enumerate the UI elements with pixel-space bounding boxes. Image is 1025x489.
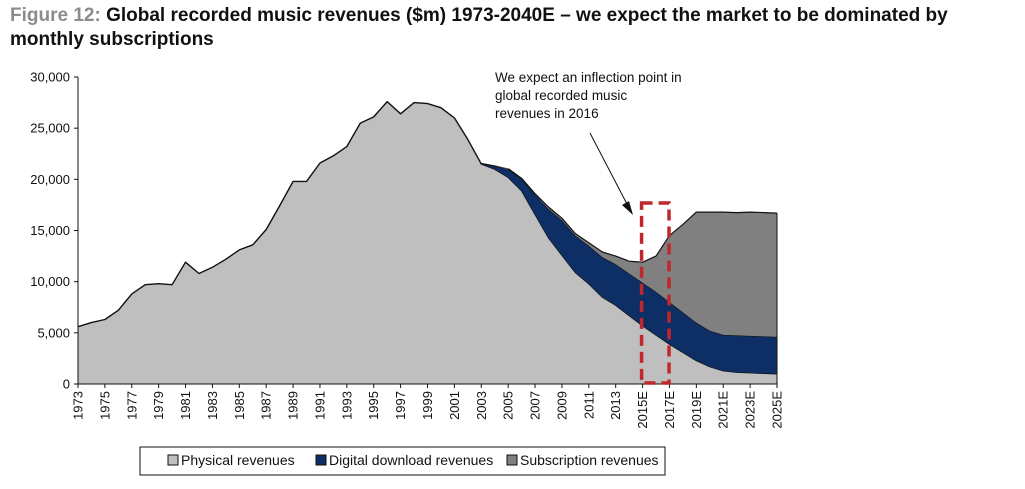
overlay: We expect an inflection point in global r… <box>495 70 682 385</box>
x-tick-label: 2019E <box>689 391 704 429</box>
subscription-area <box>78 101 777 337</box>
x-tick-label: 1987 <box>259 391 274 420</box>
y-tick-label: 10,000 <box>30 274 70 289</box>
x-tick-label: 2009 <box>554 391 569 420</box>
annotation-arrow-line <box>589 132 629 207</box>
y-tick-label: 15,000 <box>30 223 70 238</box>
x-tick-label: 1991 <box>312 391 327 420</box>
x-tick-label: 2005 <box>501 391 516 420</box>
legend-box <box>139 446 666 476</box>
physical-line <box>77 100 778 375</box>
x-tick-label: 1973 <box>71 391 86 420</box>
digital-download-legend-swatch <box>315 454 327 466</box>
x-tick-label: 2017E <box>662 391 677 429</box>
x-tick-label: 1975 <box>97 391 112 420</box>
y-tick-label: 25,000 <box>30 121 70 136</box>
x-tick-label: 2021E <box>716 391 731 429</box>
digital-download-legend-label: Digital download revenues <box>329 452 493 468</box>
x-tick-label: 2001 <box>447 391 462 420</box>
annotation-line: We expect an inflection point in <box>495 70 682 85</box>
digital-download-area <box>78 101 777 374</box>
x-tick-label: 2025E <box>770 391 785 429</box>
axes: 0 5,000 10,000 15,000 20,000 25,000 30,000 1973… <box>30 70 784 429</box>
chart-title: Figure 12: Global recorded music revenue… <box>10 4 1020 52</box>
physical-legend-label: Physical revenues <box>181 452 295 468</box>
x-tick-label: 2011 <box>581 391 596 419</box>
subscription-line <box>507 168 778 263</box>
x-tick-label: 1985 <box>232 391 247 420</box>
x-tick-label: 1999 <box>420 391 435 420</box>
title-text: Global recorded music revenues ($m) 1973… <box>10 5 948 50</box>
x-tick-label: 1995 <box>366 391 381 420</box>
x-tick-label: 1983 <box>205 391 220 420</box>
x-tick-label: 1989 <box>286 391 301 420</box>
subscription-legend-swatch <box>506 454 518 466</box>
y-tick-label: 5,000 <box>37 325 70 340</box>
x-tick-label: 2013 <box>608 391 623 420</box>
x-tick-label: 2023E <box>743 391 758 429</box>
x-tick-label: 1993 <box>339 391 354 420</box>
x-tick-label: 2003 <box>474 391 489 420</box>
x-tick-label: 2015E <box>635 391 650 429</box>
x-tick-label: 1981 <box>178 391 193 420</box>
physical-area <box>78 101 777 384</box>
annotation-arrow-head <box>622 201 633 215</box>
y-tick-label: 0 <box>63 377 70 392</box>
inflection-highlight-box <box>639 201 671 385</box>
physical-legend-swatch <box>167 454 179 466</box>
x-tick-label: 1997 <box>393 391 408 420</box>
x-tick-label: 2007 <box>528 391 543 420</box>
figure-label: Figure 12: <box>10 5 101 26</box>
legend: Physical revenues Digital download revenu… <box>139 446 666 476</box>
annotation-line: global recorded music <box>495 88 627 103</box>
y-tick-label: 30,000 <box>30 70 70 85</box>
x-tick-label: 1979 <box>151 391 166 420</box>
annotation-line: revenues in 2016 <box>495 106 599 121</box>
plot-areas <box>77 100 778 384</box>
x-tick-label: 1977 <box>124 391 139 420</box>
y-tick-label: 20,000 <box>30 172 70 187</box>
subscription-legend-label: Subscription revenues <box>520 452 659 468</box>
